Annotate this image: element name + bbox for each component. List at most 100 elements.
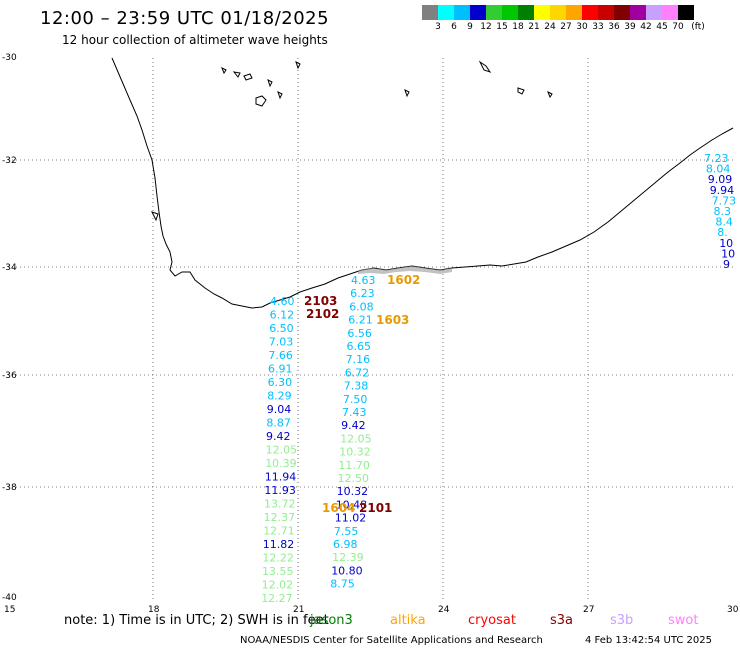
satellite-jason3: jason3 bbox=[310, 613, 353, 628]
wave-height-label: 6.98 bbox=[333, 538, 358, 551]
colorbar-label: 33 bbox=[592, 22, 604, 32]
colorbar-swatch bbox=[518, 5, 534, 20]
colorbar-label: 30 bbox=[576, 22, 588, 32]
wave-height-label: 10.32 bbox=[337, 485, 369, 498]
wave-height-label: 7.43 bbox=[342, 406, 367, 419]
colorbar-label: 42 bbox=[640, 22, 652, 32]
wave-height-label: 13.72 bbox=[264, 498, 296, 511]
colorbar-label: 36 bbox=[608, 22, 620, 32]
pass-label: 2103 bbox=[304, 294, 337, 308]
colorbar-swatch bbox=[454, 5, 470, 20]
colorbar-label: (ft) bbox=[691, 22, 705, 32]
wave-height-label: 8.3 bbox=[714, 205, 732, 218]
colorbar-swatch bbox=[582, 5, 598, 20]
wave-height-label: 11.94 bbox=[265, 471, 297, 484]
wave-height-label: 8.75 bbox=[330, 578, 355, 591]
timestamp: 4 Feb 13:42:54 UTC 2025 bbox=[585, 635, 712, 646]
coast-shelf bbox=[358, 266, 452, 274]
satellite-swot: swot bbox=[668, 613, 699, 628]
colorbar-swatch bbox=[598, 5, 614, 20]
wave-height-label: 7.55 bbox=[334, 525, 359, 538]
wave-height-label: 10 bbox=[721, 247, 735, 260]
wave-height-label: 12.05 bbox=[266, 444, 298, 457]
wave-height-label: 12.02 bbox=[262, 579, 294, 592]
wave-height-label: 12.37 bbox=[264, 511, 296, 524]
colorbar-swatch bbox=[566, 5, 582, 20]
wave-height-label: 8.04 bbox=[706, 163, 731, 176]
wave-height-label: 9.42 bbox=[341, 419, 366, 432]
colorbar-swatch bbox=[438, 5, 454, 20]
wave-height-label: 6.65 bbox=[347, 340, 372, 353]
satellite-s3b: s3b bbox=[610, 613, 634, 628]
wave-height-label: 6.12 bbox=[270, 309, 295, 322]
wave-height-label: 8.87 bbox=[266, 417, 291, 430]
wave-height-tracks: 4.606.126.507.037.666.916.308.299.048.87… bbox=[261, 152, 736, 605]
wave-height-label: 9 bbox=[723, 258, 730, 271]
colorbar-label: 70 bbox=[672, 22, 684, 32]
colorbar-label: 12 bbox=[480, 22, 492, 32]
colorbar-swatch bbox=[630, 5, 646, 20]
wave-height-label: 7.23 bbox=[704, 152, 729, 165]
colorbar-swatch bbox=[646, 5, 662, 20]
right-edge-marks bbox=[690, 145, 720, 153]
wave-height-label: 11.70 bbox=[338, 459, 370, 472]
lat-label: -32 bbox=[2, 156, 17, 166]
wave-height-label: 7.66 bbox=[268, 349, 293, 362]
wave-height-label: 6.50 bbox=[269, 322, 294, 335]
wave-height-label: 9.09 bbox=[708, 173, 733, 186]
wave-height-label: 4.60 bbox=[270, 295, 295, 308]
colorbar-swatch bbox=[534, 5, 550, 20]
colorbar-swatch bbox=[470, 5, 486, 20]
coastline bbox=[111, 57, 734, 309]
wave-height-label: 6.08 bbox=[349, 300, 374, 313]
credit-line: NOAA/NESDIS Center for Satellite Applica… bbox=[240, 635, 543, 646]
wave-height-label: 13.55 bbox=[262, 565, 294, 578]
colorbar-label: 27 bbox=[560, 22, 572, 32]
colorbar-swatch bbox=[550, 5, 566, 20]
wave-height-label: 12.22 bbox=[262, 552, 294, 565]
colorbar-label: 6 bbox=[451, 22, 457, 32]
map-title: 12:00 – 23:59 UTC 01/18/2025 bbox=[40, 8, 330, 29]
colorbar-swatch bbox=[486, 5, 502, 20]
wave-height-label: 6.23 bbox=[350, 287, 375, 300]
wave-height-label: 6.91 bbox=[268, 363, 293, 376]
wave-height-label: 9.04 bbox=[267, 403, 292, 416]
wave-height-label: 7.50 bbox=[343, 393, 368, 406]
pass-label: 2102 bbox=[306, 307, 339, 321]
wave-height-label: 12.27 bbox=[261, 592, 293, 605]
wave-height-label: 8.4 bbox=[715, 216, 733, 229]
islands bbox=[151, 60, 553, 222]
satellite-cryosat: cryosat bbox=[468, 613, 516, 628]
wave-height-label: 9.94 bbox=[710, 184, 735, 197]
wave-height-label: 8. bbox=[717, 226, 728, 239]
colorbar-label: 24 bbox=[544, 22, 556, 32]
colorbar-swatch bbox=[662, 5, 678, 20]
wave-height-label: 10 bbox=[719, 237, 733, 250]
lat-label: -34 bbox=[2, 263, 17, 273]
lon-label: 27 bbox=[583, 605, 594, 615]
lat-label: -38 bbox=[2, 483, 17, 493]
wave-height-label: 12.05 bbox=[340, 432, 372, 445]
wave-height-label: 10.80 bbox=[331, 564, 363, 577]
colorbar-label: 39 bbox=[624, 22, 636, 32]
wave-height-label: 7.73 bbox=[712, 194, 737, 207]
pass-label: 1603 bbox=[376, 313, 409, 327]
wave-height-label: 10.48 bbox=[336, 498, 368, 511]
colorbar-label: 18 bbox=[512, 22, 524, 32]
colorbar-swatch bbox=[678, 5, 694, 20]
lon-label: 15 bbox=[4, 605, 15, 615]
colorbar-label: 45 bbox=[656, 22, 668, 32]
pass-label: 1602 bbox=[387, 273, 420, 287]
wave-height-label: 6.21 bbox=[348, 314, 373, 327]
wave-height-label: 8.29 bbox=[267, 390, 292, 403]
wave-height-label: 9.42 bbox=[266, 430, 291, 443]
colorbar-label: 15 bbox=[496, 22, 508, 32]
lon-label: 24 bbox=[438, 605, 450, 615]
wave-height-label: 11.02 bbox=[335, 512, 367, 525]
map-subtitle: 12 hour collection of altimeter wave hei… bbox=[62, 33, 328, 47]
wave-height-label: 6.56 bbox=[347, 327, 372, 340]
wave-height-label: 7.38 bbox=[344, 380, 369, 393]
pass-label: 1604 bbox=[322, 501, 355, 515]
